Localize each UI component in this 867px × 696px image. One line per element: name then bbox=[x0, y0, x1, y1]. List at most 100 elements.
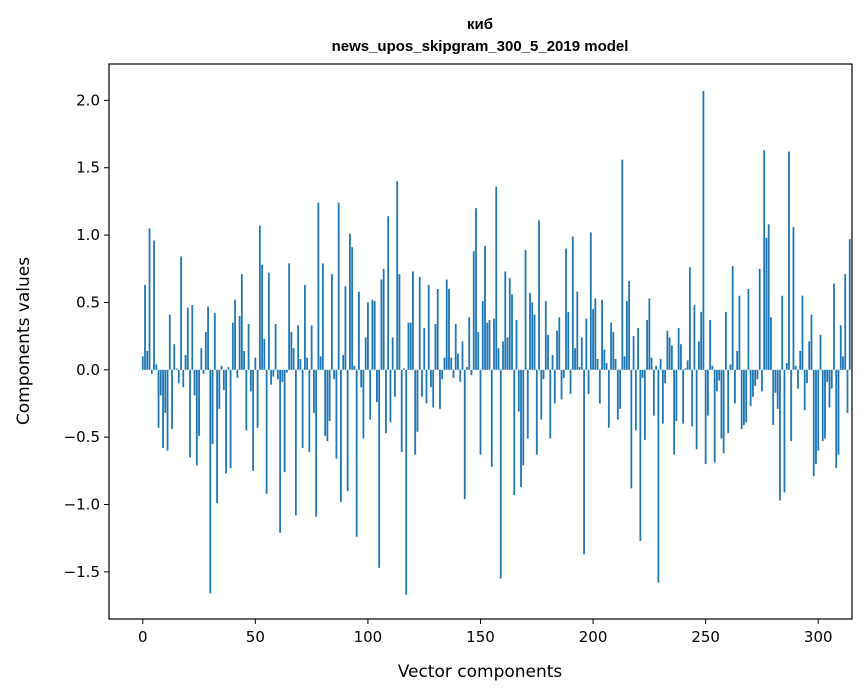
bar-component-70 bbox=[299, 359, 302, 370]
chart-title-line-2: news_upos_skipgram_300_5_2019 model bbox=[332, 38, 629, 55]
bar-component-207 bbox=[607, 369, 610, 428]
bar-component-171 bbox=[526, 369, 529, 439]
bar-component-125 bbox=[423, 328, 426, 370]
bar-component-243 bbox=[688, 267, 691, 370]
bar-component-233 bbox=[666, 330, 669, 370]
bar-component-270 bbox=[749, 369, 752, 407]
bar-component-30 bbox=[209, 369, 212, 594]
y-axis-label: Components values bbox=[14, 257, 34, 425]
bar-component-60 bbox=[276, 369, 279, 380]
bar-component-13 bbox=[171, 369, 173, 430]
bar-component-239 bbox=[679, 344, 682, 370]
bar-component-222 bbox=[641, 369, 644, 378]
bar-component-305 bbox=[828, 369, 831, 408]
y-axis-ticks: −1.5 −1.0 −0.5 0.0 0.5 1.0 1.5 2.0 bbox=[64, 91, 109, 581]
bar-component-295 bbox=[806, 369, 808, 384]
bar-component-5 bbox=[153, 240, 155, 370]
x-tick-label: 150 bbox=[466, 628, 495, 646]
bar-component-105 bbox=[378, 369, 381, 568]
bar-component-143 bbox=[463, 369, 466, 500]
bar-component-186 bbox=[560, 369, 563, 400]
bar-component-28 bbox=[204, 332, 207, 370]
bar-component-68 bbox=[294, 369, 297, 516]
bar-component-271 bbox=[752, 369, 754, 397]
bar-component-83 bbox=[328, 369, 331, 421]
bar-component-170 bbox=[524, 249, 527, 370]
bar-component-183 bbox=[553, 369, 556, 404]
bar-component-182 bbox=[551, 354, 554, 370]
bar-component-275 bbox=[761, 369, 763, 392]
bar-component-54 bbox=[263, 338, 266, 370]
bar-component-46 bbox=[245, 369, 248, 431]
bar-component-17 bbox=[180, 256, 182, 370]
bar-component-229 bbox=[657, 369, 660, 583]
bar-component-281 bbox=[774, 369, 777, 393]
bar-component-203 bbox=[598, 369, 601, 404]
bar-component-251 bbox=[707, 369, 709, 416]
bar-component-198 bbox=[587, 369, 590, 395]
bar-component-302 bbox=[821, 369, 824, 442]
bar-component-167 bbox=[517, 369, 520, 412]
bar-component-293 bbox=[801, 295, 804, 370]
bar-component-55 bbox=[265, 369, 268, 494]
bar-component-190 bbox=[569, 369, 572, 395]
bar-component-304 bbox=[826, 369, 829, 382]
bar-component-79 bbox=[319, 356, 322, 370]
bar-component-75 bbox=[310, 325, 313, 370]
bar-component-254 bbox=[713, 369, 716, 463]
bar-component-257 bbox=[720, 369, 723, 439]
bar-component-177 bbox=[540, 369, 543, 420]
bar-component-89 bbox=[342, 354, 345, 370]
bar-component-45 bbox=[243, 350, 245, 370]
bar-component-39 bbox=[229, 369, 232, 469]
bar-component-273 bbox=[756, 369, 759, 380]
bar-component-162 bbox=[506, 337, 509, 370]
bar-component-265 bbox=[738, 295, 741, 370]
bar-component-306 bbox=[830, 369, 833, 389]
bar-component-74 bbox=[308, 369, 311, 452]
bar-component-29 bbox=[207, 306, 209, 370]
bar-component-149 bbox=[477, 332, 480, 370]
bar-component-44 bbox=[240, 274, 243, 370]
bar-component-210 bbox=[614, 359, 617, 370]
bar-component-133 bbox=[441, 369, 444, 380]
y-tick-label: −1.5 bbox=[64, 563, 100, 581]
bar-component-104 bbox=[376, 369, 378, 403]
bar-component-32 bbox=[213, 313, 216, 370]
bar-component-8 bbox=[159, 369, 162, 396]
bar-component-69 bbox=[297, 325, 300, 370]
bar-component-141 bbox=[459, 369, 462, 382]
y-tick-label: 0.5 bbox=[76, 293, 100, 311]
bar-component-255 bbox=[716, 369, 718, 392]
bar-component-85 bbox=[333, 369, 336, 380]
bar-component-231 bbox=[661, 369, 664, 424]
bar-component-286 bbox=[785, 363, 788, 370]
bar-component-214 bbox=[623, 356, 626, 370]
bar-component-10 bbox=[164, 369, 167, 413]
bar-component-247 bbox=[698, 341, 700, 370]
bar-component-51 bbox=[256, 369, 259, 428]
bar-component-204 bbox=[601, 299, 603, 370]
bar-component-100 bbox=[367, 302, 369, 370]
bar-component-4 bbox=[150, 369, 153, 374]
bar-component-242 bbox=[686, 360, 689, 370]
bar-component-150 bbox=[479, 369, 482, 455]
bar-component-225 bbox=[648, 298, 651, 370]
bar-component-16 bbox=[177, 369, 180, 384]
bar-component-253 bbox=[711, 365, 714, 370]
bar-component-15 bbox=[175, 368, 178, 370]
bar-component-252 bbox=[709, 319, 712, 370]
bar-component-109 bbox=[387, 216, 390, 370]
bar-component-91 bbox=[346, 369, 349, 492]
bar-component-21 bbox=[189, 369, 191, 458]
bar-component-215 bbox=[625, 301, 628, 370]
bar-component-94 bbox=[353, 365, 356, 370]
bar-component-11 bbox=[166, 369, 169, 451]
bar-component-87 bbox=[337, 202, 340, 370]
bar-component-235 bbox=[670, 345, 673, 370]
bar-component-86 bbox=[335, 369, 338, 459]
bar-component-25 bbox=[198, 369, 200, 436]
y-tick-label: 1.0 bbox=[76, 226, 100, 244]
bar-component-52 bbox=[258, 225, 261, 370]
bar-component-250 bbox=[704, 369, 707, 465]
